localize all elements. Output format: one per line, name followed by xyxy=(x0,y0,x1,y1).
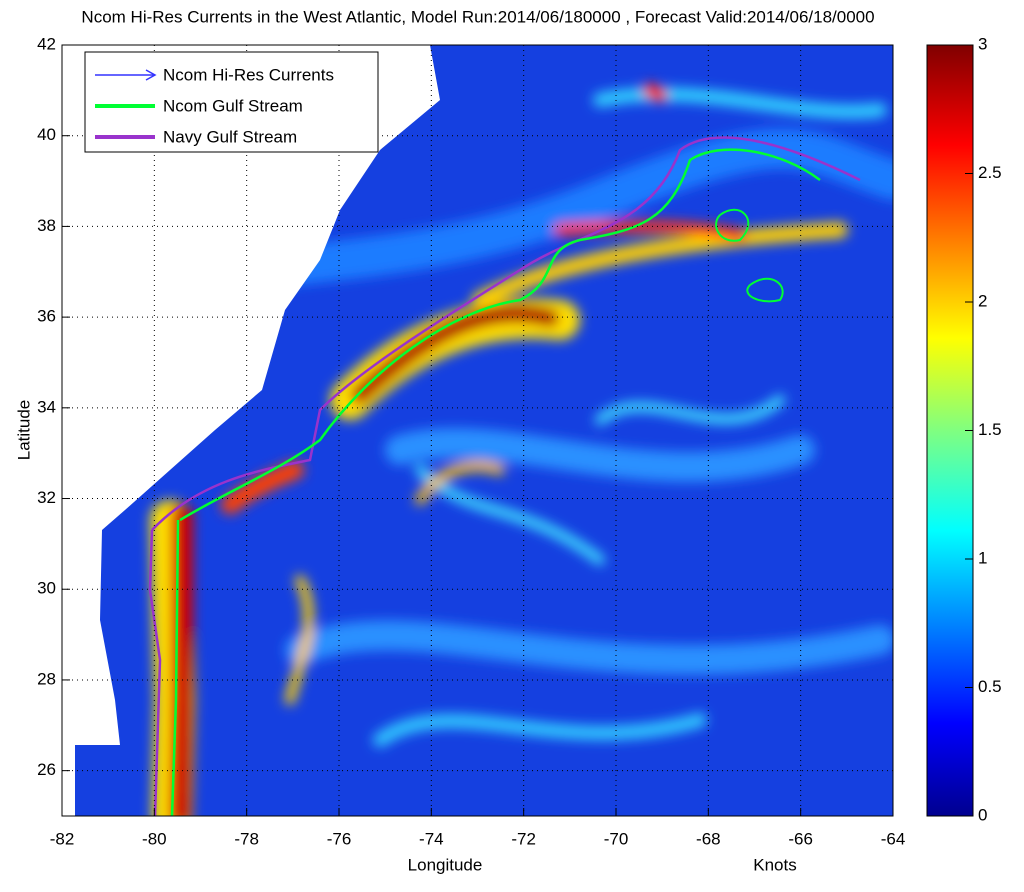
y-axis-label: Latitude xyxy=(14,400,33,461)
colorbar-tick-label: 3 xyxy=(978,34,987,53)
x-tick-label: -76 xyxy=(327,829,352,848)
y-tick-label: 32 xyxy=(37,488,56,507)
map-title: Ncom Hi-Res Currents in the West Atlanti… xyxy=(81,7,874,26)
x-tick-label: -78 xyxy=(234,829,259,848)
x-tick-label: -80 xyxy=(142,829,167,848)
colorbar-tick-label: 1 xyxy=(978,548,987,567)
plot-frame xyxy=(61,44,894,817)
y-tick-label: 36 xyxy=(37,307,56,326)
legend: Ncom Hi-Res Currents Ncom Gulf Stream Na… xyxy=(84,51,379,153)
x-tick-label: -66 xyxy=(788,829,813,848)
legend-label: Ncom Hi-Res Currents xyxy=(163,65,334,84)
y-tick-label: 26 xyxy=(37,760,56,779)
legend-label: Ncom Gulf Stream xyxy=(163,96,303,115)
y-tick-label: 40 xyxy=(37,125,56,144)
colorbar-label: Knots xyxy=(753,855,796,874)
x-tick-label: -70 xyxy=(604,829,629,848)
y-tick-label: 28 xyxy=(37,669,56,688)
x-tick-label: -64 xyxy=(881,829,906,848)
land xyxy=(62,45,440,816)
x-tick-label: -72 xyxy=(511,829,536,848)
y-tick-label: 38 xyxy=(37,216,56,235)
y-tick-label: 42 xyxy=(37,34,56,53)
colorbar-tick-label: 2 xyxy=(978,291,987,310)
legend-arrowhead xyxy=(145,69,157,81)
ncom-gulf-stream-line xyxy=(170,148,821,816)
ncom-eddy-contour xyxy=(715,208,784,303)
colorbar-tick-label: 1.5 xyxy=(978,420,1002,439)
colorbar-tick-label: 0 xyxy=(978,805,987,824)
x-tick-label: -68 xyxy=(696,829,721,848)
navy-gulf-stream-line xyxy=(148,529,162,816)
colorbar-tick-label: 0.5 xyxy=(978,677,1002,696)
navy-gulf-stream-line xyxy=(151,136,861,531)
colorbar-tick-label: 2.5 xyxy=(978,163,1002,182)
legend-label: Navy Gulf Stream xyxy=(163,127,297,146)
x-tick-label: -74 xyxy=(419,829,444,848)
y-tick-label: 34 xyxy=(37,397,56,416)
current-field xyxy=(62,45,893,816)
x-tick-label: -82 xyxy=(50,829,75,848)
y-tick-label: 30 xyxy=(37,579,56,598)
x-axis-label: Longitude xyxy=(408,855,483,874)
